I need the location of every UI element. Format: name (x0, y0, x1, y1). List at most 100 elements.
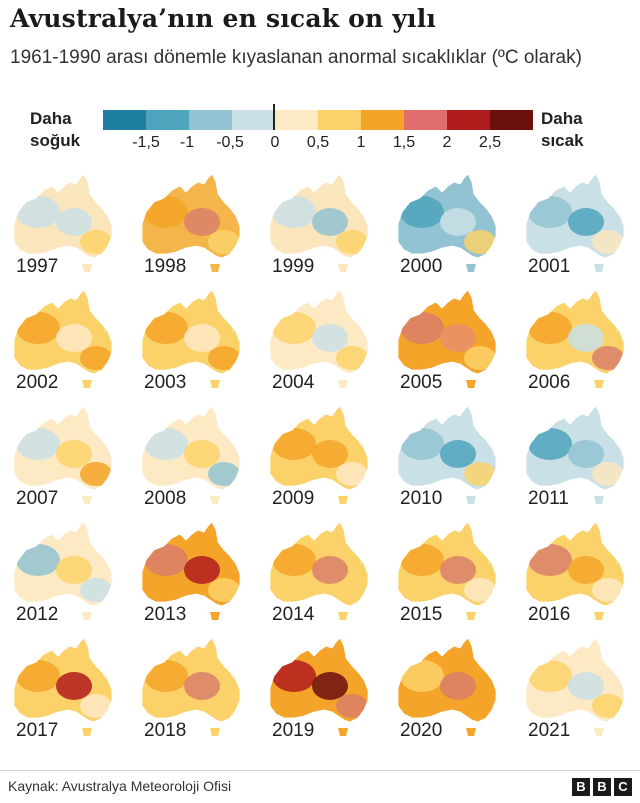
anomaly-region (80, 346, 112, 370)
legend-cold-label: Daha soğuk (30, 109, 81, 150)
australia-map (13, 637, 113, 736)
anomaly-region (144, 196, 188, 228)
anomaly-region (336, 346, 368, 370)
year-label: 2010 (400, 488, 443, 509)
map-tasmania (82, 496, 92, 504)
australia-map (13, 405, 113, 504)
year-label: 2018 (144, 720, 187, 741)
map-grid: 1997 1998 1999 2000 2001 2002 2003 2004 2005 2006… (0, 172, 640, 752)
year-label: 2002 (16, 372, 59, 393)
anomaly-region (528, 312, 572, 344)
map-tasmania (338, 496, 348, 504)
legend-swatch (146, 110, 189, 130)
legend-swatch (103, 110, 146, 130)
anomaly-region (184, 672, 220, 700)
anomaly-region (568, 440, 604, 468)
year-label: 2014 (272, 604, 315, 625)
legend-tick-label: 0,5 (306, 134, 330, 151)
year-map-panel: 2014 (260, 520, 380, 636)
australia-map (141, 173, 241, 272)
year-label: 2009 (272, 488, 315, 509)
map-tasmania (338, 264, 348, 272)
anomaly-region (400, 544, 444, 576)
anomaly-region (56, 672, 92, 700)
anomaly-region (336, 230, 368, 254)
anomaly-region (400, 660, 444, 692)
australia-map (269, 637, 369, 736)
anomaly-region (400, 196, 444, 228)
australia-map (525, 173, 625, 272)
anomaly-region (80, 694, 112, 718)
map-tasmania (466, 728, 476, 736)
anomaly-region (440, 440, 476, 468)
bbc-logo-letter: B (593, 778, 611, 796)
anomaly-region (336, 462, 368, 486)
anomaly-region (312, 208, 348, 236)
anomaly-region (208, 346, 240, 370)
australia-map (269, 405, 369, 504)
legend-zero-marker (273, 104, 275, 130)
anomaly-region (272, 196, 316, 228)
anomaly-region (528, 428, 572, 460)
australia-map (141, 521, 241, 620)
year-label: 2001 (528, 256, 571, 277)
anomaly-region (440, 556, 476, 584)
anomaly-region (528, 660, 572, 692)
australia-map (13, 173, 113, 272)
year-label: 2012 (16, 604, 59, 625)
australia-map (397, 405, 497, 504)
anomaly-region (80, 578, 112, 602)
year-map-panel: 2021 (516, 636, 636, 752)
year-map-panel: 1999 (260, 172, 380, 288)
year-map-panel: 1998 (132, 172, 252, 288)
anomaly-region (336, 694, 368, 718)
year-map-panel: 2000 (388, 172, 508, 288)
anomaly-region (528, 544, 572, 576)
anomaly-region (592, 230, 624, 254)
map-tasmania (210, 264, 220, 272)
year-map-panel: 2005 (388, 288, 508, 404)
australia-map (397, 521, 497, 620)
year-map-panel: 2004 (260, 288, 380, 404)
anomaly-region (568, 208, 604, 236)
year-label: 2007 (16, 488, 59, 509)
australia-map (141, 289, 241, 388)
year-map-panel: 2016 (516, 520, 636, 636)
australia-map (141, 637, 241, 736)
map-tasmania (594, 612, 604, 620)
legend-swatch (404, 110, 447, 130)
australia-map (397, 637, 497, 736)
anomaly-region (272, 660, 316, 692)
map-tasmania (210, 728, 220, 736)
map-tasmania (466, 380, 476, 388)
year-label: 2005 (400, 372, 443, 393)
anomaly-region (184, 440, 220, 468)
anomaly-region (16, 196, 60, 228)
anomaly-region (184, 324, 220, 352)
anomaly-region (592, 346, 624, 370)
map-tasmania (338, 612, 348, 620)
map-tasmania (594, 728, 604, 736)
map-tasmania (82, 612, 92, 620)
anomaly-region (312, 672, 348, 700)
legend-tick-label: 1 (356, 134, 366, 151)
map-tasmania (466, 612, 476, 620)
map-tasmania (338, 728, 348, 736)
anomaly-region (56, 440, 92, 468)
color-legend: Daha soğuk -1,5 -1 -0,5 0 0,5 1 1,5 2 2,5 Daha s… (0, 104, 640, 154)
map-tasmania (210, 612, 220, 620)
legend-tick-label: 2,5 (478, 134, 502, 151)
year-map-panel: 2017 (4, 636, 124, 752)
legend-swatch (490, 110, 533, 130)
year-label: 2013 (144, 604, 187, 625)
australia-map (141, 405, 241, 504)
anomaly-region (592, 578, 624, 602)
year-map-panel: 2011 (516, 404, 636, 520)
map-tasmania (210, 496, 220, 504)
year-map-panel: 2018 (132, 636, 252, 752)
year-label: 2016 (528, 604, 571, 625)
anomaly-region (208, 462, 240, 486)
anomaly-region (568, 556, 604, 584)
anomaly-region (592, 694, 624, 718)
anomaly-region (16, 544, 60, 576)
